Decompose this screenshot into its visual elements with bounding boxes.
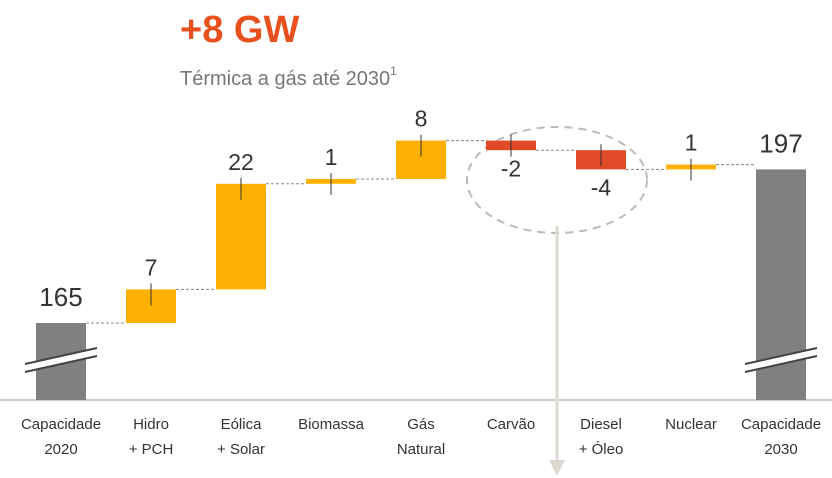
- subtitle-text: Térmica a gás até 2030: [180, 68, 390, 90]
- footnote-marker: 1: [390, 64, 397, 78]
- axis-break: [24, 355, 98, 373]
- x-tick-label: Eólica: [221, 416, 263, 433]
- chart-title: +8 GW: [180, 9, 299, 51]
- axis-break: [24, 347, 98, 365]
- increase-bar: [216, 183, 266, 290]
- x-tick-label: + Solar: [217, 441, 265, 458]
- x-tick-label: Natural: [397, 441, 445, 458]
- x-tick-label: 2030: [764, 441, 797, 458]
- arrow-head: [549, 460, 565, 476]
- x-tick-label: 2020: [44, 441, 77, 458]
- x-tick-label: Capacidade: [741, 416, 821, 433]
- x-tick-label: + Óleo: [579, 441, 624, 458]
- axis-break: [744, 347, 818, 365]
- data-label: 7: [145, 254, 158, 280]
- data-label: 197: [759, 128, 802, 158]
- x-tick-label: Gás: [407, 416, 435, 433]
- x-tick-label: Capacidade: [21, 416, 101, 433]
- chart-subtitle: Térmica a gás até 20301: [180, 64, 397, 90]
- x-tick-label: Nuclear: [665, 416, 717, 433]
- data-label: 1: [325, 144, 338, 170]
- data-label: 8: [415, 106, 428, 132]
- x-tick-label: Diesel: [580, 416, 622, 433]
- x-tick-label: + PCH: [129, 441, 174, 458]
- x-tick-label: Carvão: [487, 416, 535, 433]
- x-tick-label: Hidro: [133, 416, 169, 433]
- data-label: -2: [501, 155, 521, 181]
- data-label: 165: [39, 282, 82, 312]
- data-label: -4: [591, 174, 612, 200]
- axis-break-gap: [745, 348, 817, 372]
- axis-break-gap: [25, 348, 97, 372]
- x-tick-label: Biomassa: [298, 416, 365, 433]
- data-label: 22: [228, 149, 254, 175]
- data-label: 1: [685, 130, 698, 156]
- axis-break: [744, 355, 818, 373]
